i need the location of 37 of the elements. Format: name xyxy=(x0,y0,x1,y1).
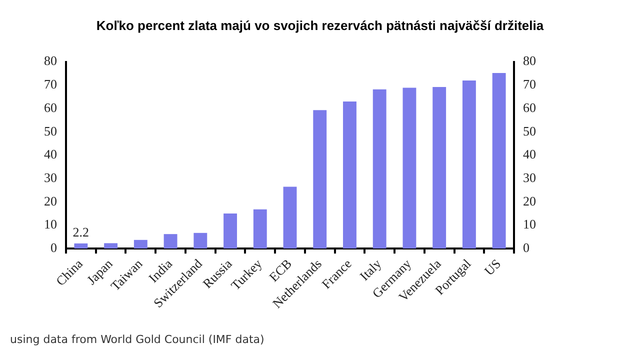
bar xyxy=(343,101,356,249)
bar xyxy=(462,80,476,249)
bar xyxy=(492,73,506,249)
bar xyxy=(134,240,148,249)
bar xyxy=(224,214,237,249)
bar xyxy=(104,243,118,249)
y-tick-label: 50 xyxy=(44,123,57,138)
bar xyxy=(194,232,208,249)
y2-tick-label: 60 xyxy=(523,100,536,115)
y-tick-label: 30 xyxy=(44,170,57,185)
y-tick-label: 10 xyxy=(44,216,57,232)
y-tick-label: 20 xyxy=(44,193,57,208)
bar xyxy=(372,89,386,249)
bar xyxy=(283,186,297,249)
bar xyxy=(74,243,88,249)
y2-tick-label: 40 xyxy=(523,146,536,162)
bar xyxy=(253,209,267,249)
y2-tick-label: 50 xyxy=(523,123,536,138)
y2-tick-label: 80 xyxy=(523,53,536,68)
y-tick-label: 40 xyxy=(44,146,57,162)
y-tick-label: 80 xyxy=(44,53,57,68)
y-tick-label: 0 xyxy=(50,240,57,255)
bar xyxy=(313,110,327,249)
bar xyxy=(164,234,178,249)
y2-tick-label: 30 xyxy=(523,170,536,185)
x-tick-label: US xyxy=(481,256,504,278)
chart-title: Koľko percent zlata majú vo svojich rezervách pätnásti najväčší držitelia xyxy=(95,18,545,33)
data-label: 2.2 xyxy=(72,224,90,240)
bar xyxy=(432,87,446,249)
bar xyxy=(402,88,416,249)
text: using data from World Gold Council (IMF data) xyxy=(10,333,264,346)
y-tick-label: 70 xyxy=(44,76,57,92)
y2-tick-label: 20 xyxy=(523,193,536,208)
y2-tick-label: 70 xyxy=(523,76,536,92)
y2-tick-label: 0 xyxy=(523,240,530,255)
y2-tick-label: 10 xyxy=(523,216,536,232)
y-tick-label: 60 xyxy=(44,100,57,115)
